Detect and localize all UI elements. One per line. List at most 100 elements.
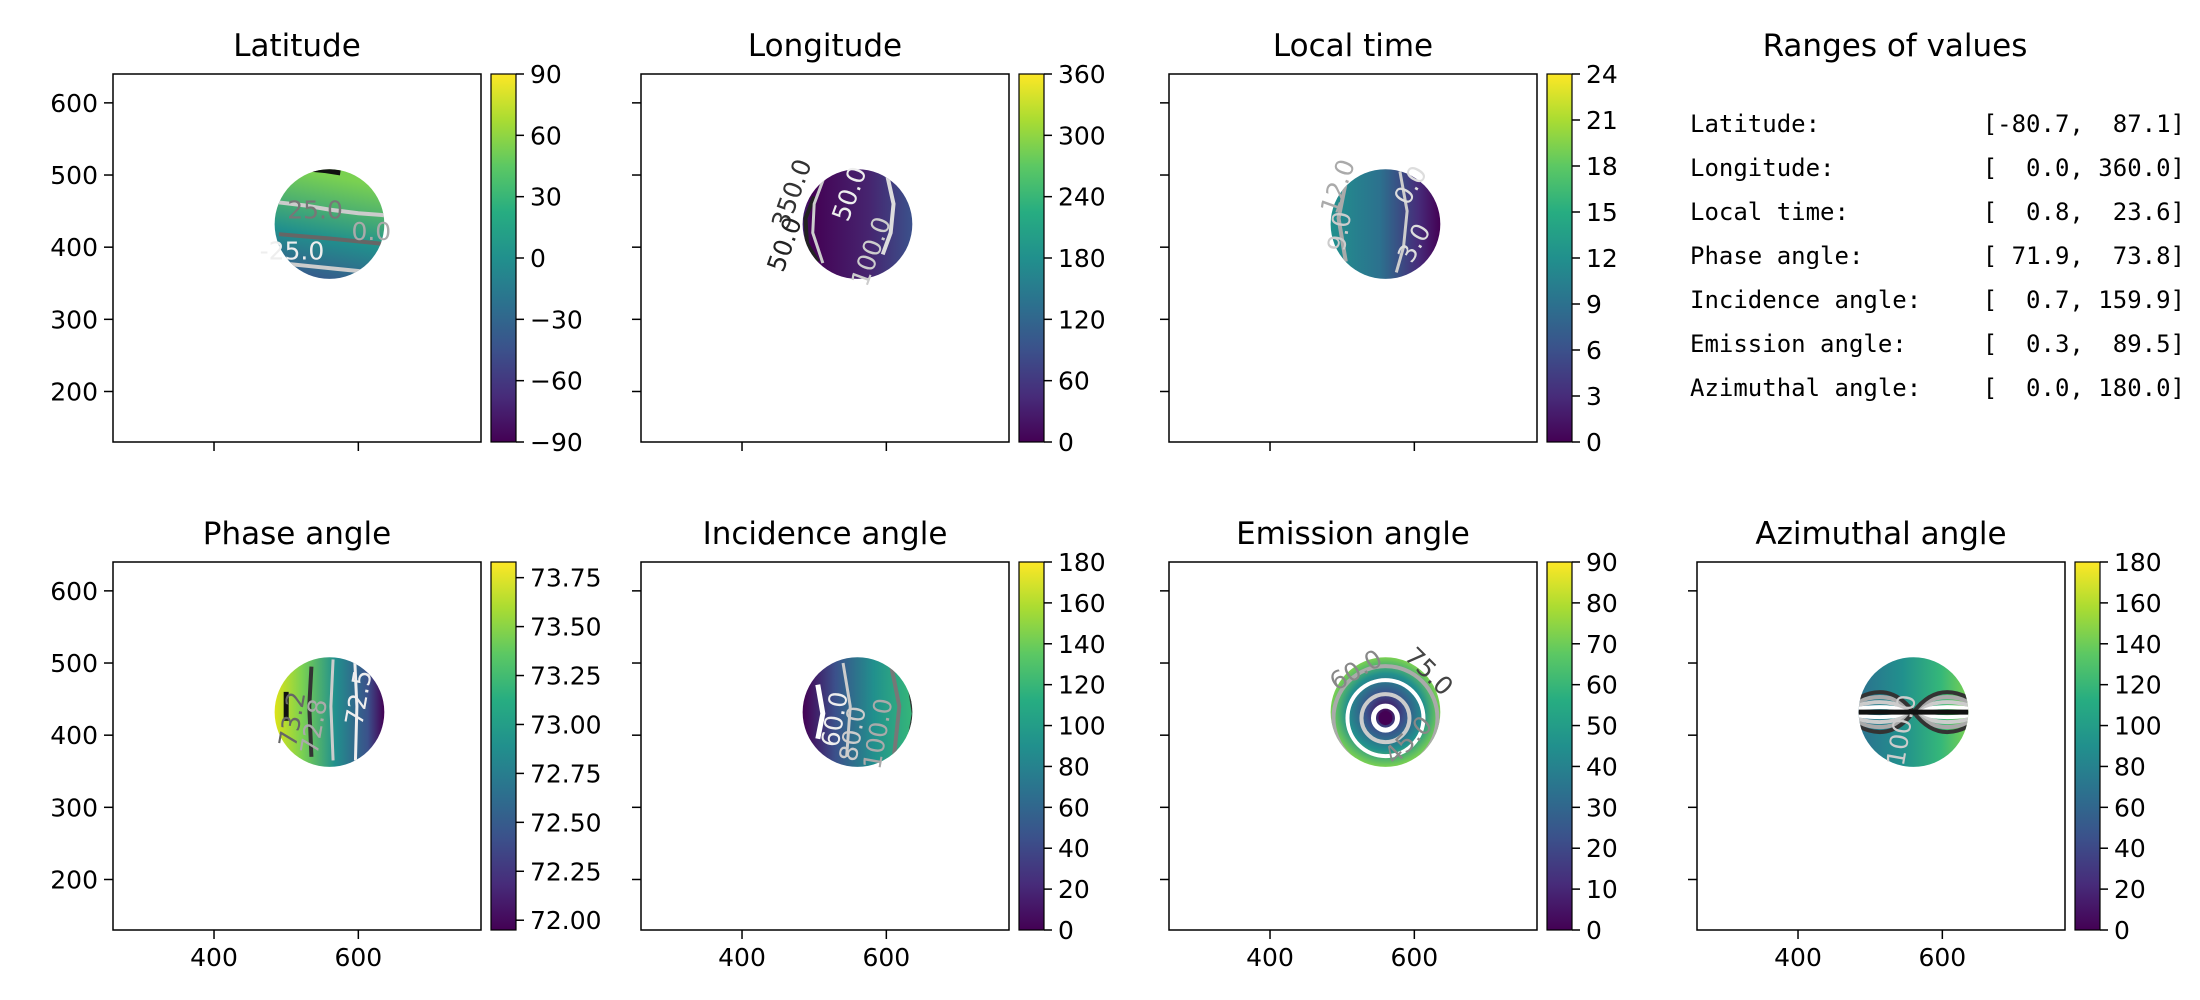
- range-label: Emission angle:: [1690, 330, 1907, 358]
- colorbar: [1546, 73, 1573, 443]
- panel-title: Longitude: [748, 28, 902, 64]
- range-value: [ 0.8, 23.6]: [1983, 198, 2185, 226]
- axes-frame: [640, 73, 1010, 443]
- colorbar-tick-label: 18: [1586, 152, 1618, 181]
- contour-line: [353, 659, 359, 761]
- colorbar-tick-label: 15: [1586, 198, 1618, 227]
- y-tick-label: 300: [50, 305, 98, 334]
- colorbar-tick-label: 60: [1586, 671, 1618, 700]
- contour-label: 25.0: [287, 195, 343, 224]
- colorbar-tick-label: 100: [1058, 712, 1106, 741]
- colorbar-tick-label: 0: [1058, 916, 1074, 945]
- panel-title: Latitude: [233, 28, 361, 64]
- colorbar-tick-label: 80: [1058, 752, 1090, 781]
- contour-line: [1394, 171, 1409, 273]
- colorbar-tick-label: 50: [1586, 712, 1618, 741]
- axes-frame: [112, 73, 482, 443]
- colorbar-tick-label: 73.00: [530, 710, 602, 739]
- y-tick-label: 500: [50, 649, 98, 678]
- panel-title: Azimuthal angle: [1755, 516, 2006, 552]
- x-tick-label: 400: [1246, 943, 1294, 972]
- contour-line: [1359, 692, 1412, 745]
- y-tick-label: 200: [50, 377, 98, 406]
- colorbar-tick-label: 10: [1586, 875, 1618, 904]
- colorbar-tick-label: 73.75: [530, 564, 602, 593]
- y-tick-label: 400: [50, 721, 98, 750]
- colorbar-tick-label: 30: [1586, 793, 1618, 822]
- contour-line: [1331, 664, 1440, 767]
- y-tick-label: 300: [50, 793, 98, 822]
- y-tick-label: 500: [50, 161, 98, 190]
- planet-disc: [802, 657, 913, 767]
- contour-line: [880, 170, 896, 256]
- contour-line: [278, 200, 385, 218]
- x-tick-label: 600: [1390, 943, 1438, 972]
- colorbar-tick-label: 80: [1586, 589, 1618, 618]
- colorbar-tick-label: 120: [1058, 305, 1106, 334]
- contour-line: [278, 232, 385, 247]
- colorbar-tick-label: 40: [1586, 752, 1618, 781]
- panel-title: Emission angle: [1236, 516, 1470, 552]
- colorbar-tick-label: 60: [1058, 367, 1090, 396]
- colorbar: [1018, 73, 1045, 443]
- colorbar-tick-label: 20: [1058, 875, 1090, 904]
- x-tick-label: 600: [334, 943, 382, 972]
- range-label: Phase angle:: [1690, 242, 1863, 270]
- contour-line: [811, 174, 827, 264]
- colorbar-tick-label: 0: [530, 244, 546, 273]
- colorbar: [490, 561, 517, 931]
- colorbar-tick-label: 40: [1058, 834, 1090, 863]
- colorbar-tick-label: 0: [2114, 916, 2130, 945]
- range-value: [ 0.0, 360.0]: [1983, 154, 2185, 182]
- colorbar-tick-label: −60: [530, 367, 583, 396]
- x-tick-label: 600: [1918, 943, 1966, 972]
- colorbar-tick-label: 300: [1058, 121, 1106, 150]
- panel-title: Phase angle: [203, 516, 391, 552]
- range-value: [ 0.0, 180.0]: [1983, 374, 2185, 402]
- range-value: [-80.7, 87.1]: [1983, 110, 2185, 138]
- range-label: Incidence angle:: [1690, 286, 1921, 314]
- colorbar-tick-label: 80: [2114, 752, 2146, 781]
- x-tick-label: 600: [862, 943, 910, 972]
- contour-line: [1336, 181, 1348, 262]
- x-tick-label: 400: [190, 943, 238, 972]
- colorbar-tick-label: 180: [2114, 548, 2162, 577]
- colorbar-tick-label: 72.00: [530, 906, 602, 935]
- colorbar-tick-label: 60: [2114, 793, 2146, 822]
- contour-line: [329, 659, 335, 761]
- colorbar-tick-label: 120: [1058, 671, 1106, 700]
- colorbar-tick-label: 0: [1586, 428, 1602, 457]
- colorbar: [1546, 561, 1573, 931]
- colorbar-tick-label: 120: [2114, 671, 2162, 700]
- colorbar: [490, 73, 517, 443]
- colorbar-tick-label: 73.50: [530, 613, 602, 642]
- contour-line: [307, 666, 314, 757]
- contour-line: [841, 662, 852, 757]
- colorbar-tick-label: 72.75: [530, 759, 602, 788]
- colorbar-tick-label: 3: [1586, 382, 1602, 411]
- y-tick-label: 200: [50, 865, 98, 894]
- axes-frame: [1168, 73, 1538, 443]
- colorbar-tick-label: 40: [2114, 834, 2146, 863]
- planet-disc: [274, 169, 385, 279]
- axes-frame: [1696, 561, 2066, 931]
- colorbar-tick-label: 70: [1586, 630, 1618, 659]
- colorbar-tick-label: 24: [1586, 60, 1618, 89]
- colorbar-tick-label: 20: [2114, 875, 2146, 904]
- colorbar-tick-label: 12: [1586, 244, 1618, 273]
- planet-disc: [1330, 169, 1441, 279]
- colorbar-tick-label: 140: [1058, 630, 1106, 659]
- colorbar-tick-label: 0: [1058, 428, 1074, 457]
- colorbar-tick-label: 160: [1058, 589, 1106, 618]
- colorbar-tick-label: 240: [1058, 183, 1106, 212]
- x-tick-label: 400: [1774, 943, 1822, 972]
- colorbar-tick-label: 60: [1058, 793, 1090, 822]
- axes-frame: [640, 561, 1010, 931]
- range-label: Local time:: [1690, 198, 1849, 226]
- colorbar-tick-label: 360: [1058, 60, 1106, 89]
- colorbar-tick-label: 60: [530, 121, 562, 150]
- x-tick-label: 400: [718, 943, 766, 972]
